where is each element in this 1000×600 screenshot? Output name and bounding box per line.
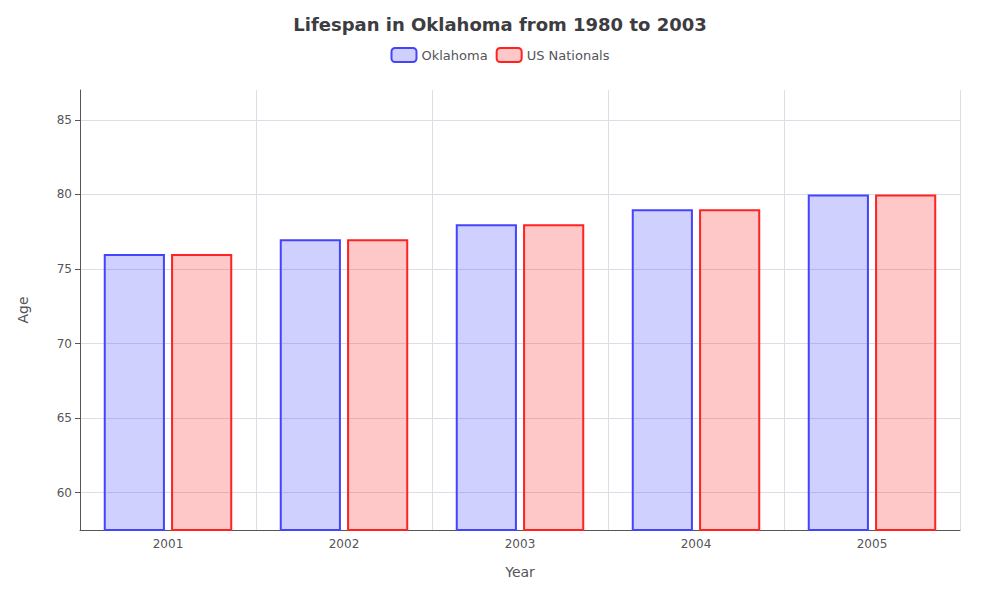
svg-text:2002: 2002 xyxy=(329,537,360,551)
svg-text:US Nationals: US Nationals xyxy=(527,48,610,63)
svg-text:Lifespan in Oklahoma from 1980: Lifespan in Oklahoma from 1980 to 2003 xyxy=(293,14,707,35)
svg-text:2004: 2004 xyxy=(681,537,712,551)
svg-text:65: 65 xyxy=(57,411,72,425)
svg-text:2001: 2001 xyxy=(153,537,184,551)
svg-text:85: 85 xyxy=(57,113,72,127)
svg-text:Year: Year xyxy=(504,564,535,580)
svg-text:70: 70 xyxy=(57,337,72,351)
svg-text:80: 80 xyxy=(57,187,72,201)
svg-text:75: 75 xyxy=(57,262,72,276)
svg-text:Age: Age xyxy=(15,296,31,323)
svg-text:60: 60 xyxy=(57,486,72,500)
svg-text:2003: 2003 xyxy=(505,537,536,551)
svg-text:2005: 2005 xyxy=(857,537,888,551)
svg-text:Oklahoma: Oklahoma xyxy=(421,48,487,63)
